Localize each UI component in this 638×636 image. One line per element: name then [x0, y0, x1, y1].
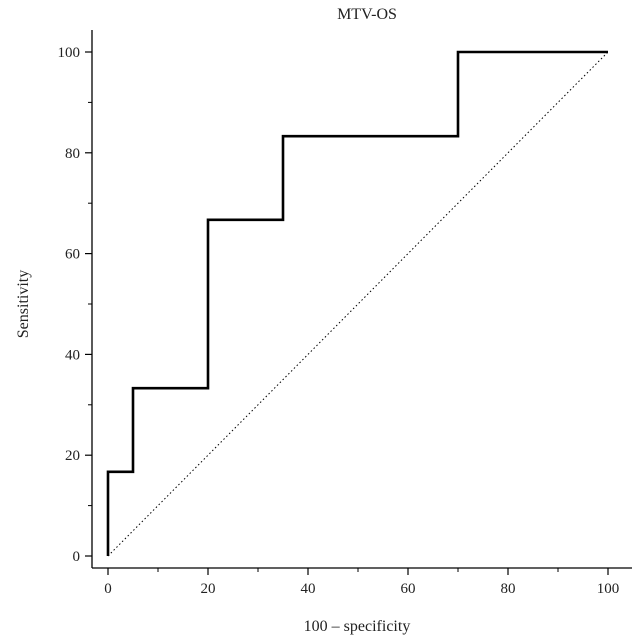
y-tick-label: 20 — [65, 448, 80, 464]
y-tick-label: 40 — [65, 347, 80, 363]
x-axis-ticks: 0 20 40 60 80 100 — [104, 568, 619, 597]
axes — [91, 30, 632, 569]
roc-curve-line — [106, 50, 608, 556]
x-tick-label: 0 — [104, 581, 112, 597]
y-tick-label: 60 — [65, 247, 80, 263]
y-axis-ticks: 0 20 40 60 80 100 — [58, 45, 92, 565]
y-axis-title: Sensitivity — [15, 270, 32, 338]
chart-title: MTV-OS — [337, 6, 397, 23]
y-tick-label: 0 — [73, 549, 81, 565]
y-tick-label: 80 — [65, 146, 80, 162]
y-tick-label: 100 — [58, 45, 81, 61]
reference-diagonal-line — [107, 51, 609, 557]
x-tick-label: 40 — [301, 581, 316, 597]
x-tick-label: 80 — [501, 581, 516, 597]
x-tick-label: 20 — [201, 581, 216, 597]
x-tick-label: 100 — [597, 581, 620, 597]
x-tick-label: 60 — [401, 581, 416, 597]
x-axis-title: 100 – specificity — [304, 618, 411, 635]
